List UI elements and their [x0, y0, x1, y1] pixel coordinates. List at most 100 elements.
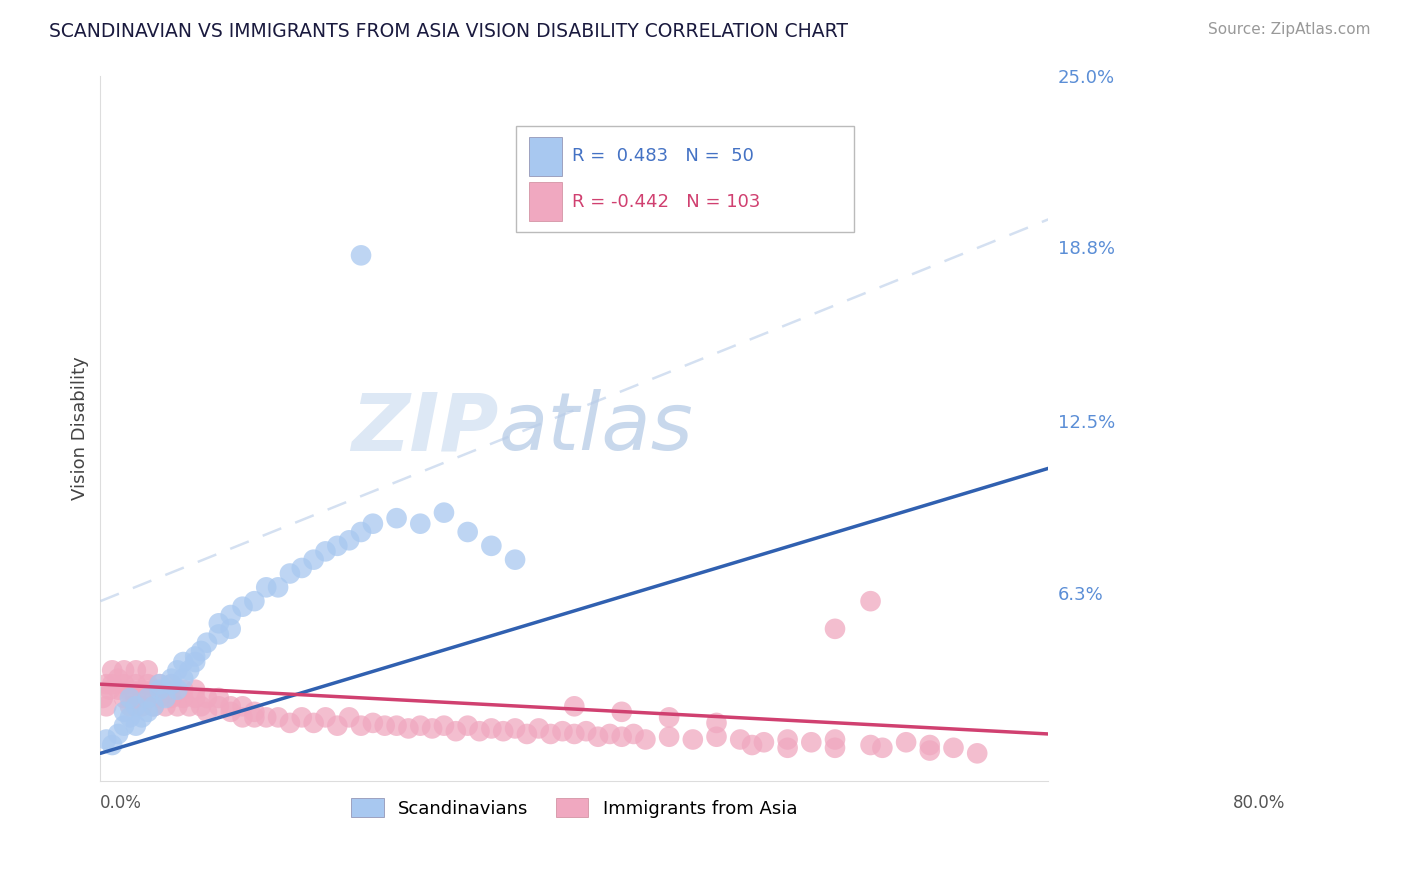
Point: [125, 699, 148, 714]
Point: [142, 699, 165, 714]
Point: [172, 672, 194, 686]
Point: [374, 719, 396, 733]
Point: [706, 730, 728, 744]
Point: [166, 663, 188, 677]
Point: [444, 724, 467, 739]
Point: [136, 691, 159, 706]
Point: [385, 719, 408, 733]
Point: [179, 699, 201, 714]
Point: [232, 699, 254, 714]
Point: [859, 594, 882, 608]
Point: [136, 705, 159, 719]
Point: [195, 705, 218, 719]
Point: [131, 699, 153, 714]
Point: [232, 710, 254, 724]
Point: [302, 552, 325, 566]
Point: [918, 743, 941, 757]
Point: [136, 663, 159, 677]
Text: 0.0%: 0.0%: [100, 794, 142, 812]
Point: [160, 672, 183, 686]
Point: [118, 710, 141, 724]
Point: [551, 724, 574, 739]
Point: [112, 691, 135, 706]
Point: [149, 682, 172, 697]
Point: [350, 248, 373, 262]
Point: [527, 722, 550, 736]
Point: [824, 740, 846, 755]
Text: R = -0.442   N = 103: R = -0.442 N = 103: [572, 193, 761, 211]
Point: [278, 566, 301, 581]
Point: [409, 719, 432, 733]
Point: [243, 710, 266, 724]
Point: [350, 719, 373, 733]
Point: [190, 699, 212, 714]
Point: [894, 735, 917, 749]
Point: [179, 663, 201, 677]
Point: [243, 594, 266, 608]
Point: [728, 732, 751, 747]
Point: [457, 719, 479, 733]
Point: [942, 740, 965, 755]
Point: [125, 663, 148, 677]
Point: [610, 730, 633, 744]
Point: [457, 524, 479, 539]
Text: SCANDINAVIAN VS IMMIGRANTS FROM ASIA VISION DISABILITY CORRELATION CHART: SCANDINAVIAN VS IMMIGRANTS FROM ASIA VIS…: [49, 22, 848, 41]
Point: [142, 699, 165, 714]
Point: [575, 724, 598, 739]
Point: [468, 724, 491, 739]
Point: [361, 715, 384, 730]
Point: [142, 682, 165, 697]
Point: [149, 677, 172, 691]
Point: [824, 732, 846, 747]
Point: [112, 705, 135, 719]
Point: [208, 616, 231, 631]
Point: [112, 719, 135, 733]
Point: [420, 722, 443, 736]
Point: [149, 677, 172, 691]
Point: [540, 727, 562, 741]
Point: [824, 622, 846, 636]
Point: [918, 738, 941, 752]
Text: atlas: atlas: [499, 389, 693, 467]
Point: [131, 682, 153, 697]
Point: [125, 677, 148, 691]
Point: [112, 677, 135, 691]
Point: [479, 539, 502, 553]
Point: [741, 738, 763, 752]
Point: [516, 727, 538, 741]
Y-axis label: Vision Disability: Vision Disability: [72, 357, 89, 500]
Point: [872, 740, 894, 755]
Point: [503, 552, 526, 566]
Point: [136, 691, 159, 706]
Point: [492, 724, 515, 739]
Point: [125, 719, 148, 733]
Point: [190, 644, 212, 658]
Point: [125, 691, 148, 706]
Point: [208, 699, 231, 714]
Point: [337, 533, 360, 548]
Point: [155, 691, 177, 706]
Point: [326, 539, 349, 553]
Point: [172, 682, 194, 697]
Point: [337, 710, 360, 724]
Point: [96, 699, 118, 714]
Legend: Scandinavians, Immigrants from Asia: Scandinavians, Immigrants from Asia: [344, 791, 804, 825]
Point: [433, 506, 456, 520]
Point: [160, 677, 183, 691]
Point: [195, 635, 218, 649]
Point: [195, 691, 218, 706]
Point: [586, 730, 609, 744]
Point: [314, 544, 336, 558]
Point: [160, 691, 183, 706]
Point: [610, 705, 633, 719]
Point: [752, 735, 775, 749]
Point: [118, 691, 141, 706]
Point: [166, 699, 188, 714]
Point: [479, 722, 502, 736]
Point: [800, 735, 823, 749]
Point: [562, 699, 585, 714]
Point: [149, 691, 172, 706]
Point: [562, 727, 585, 741]
Point: [503, 722, 526, 736]
Point: [433, 719, 456, 733]
